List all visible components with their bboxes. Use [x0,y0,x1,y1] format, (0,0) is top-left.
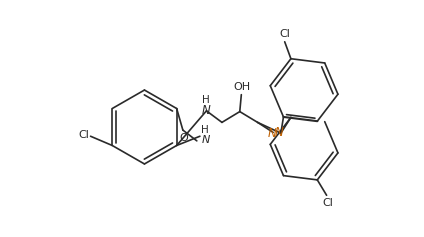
Text: Cl: Cl [279,29,290,40]
Text: N: N [268,127,276,140]
Text: N: N [201,136,210,146]
Text: O: O [179,133,188,143]
Text: OH: OH [234,82,251,92]
Text: N: N [201,104,210,117]
Text: Cl: Cl [322,198,333,208]
Text: H: H [201,125,209,136]
Text: N: N [275,126,283,139]
Text: H: H [202,95,209,105]
Text: Cl: Cl [78,131,89,141]
